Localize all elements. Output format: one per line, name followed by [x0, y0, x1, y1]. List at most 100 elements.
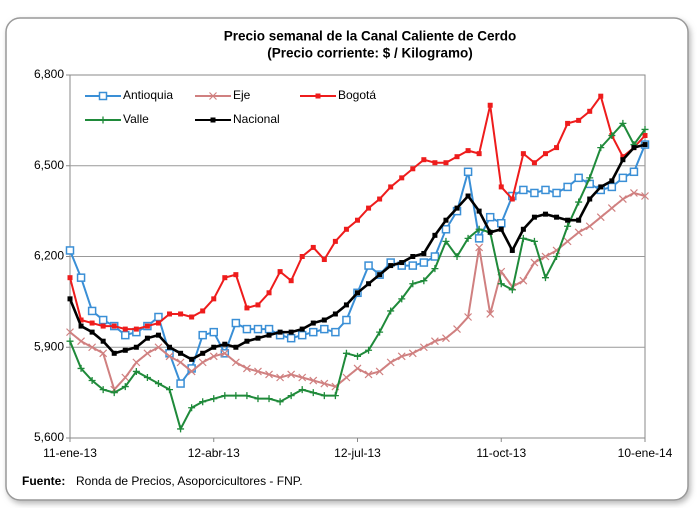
marker — [608, 132, 616, 139]
marker — [133, 326, 139, 332]
marker — [132, 358, 141, 367]
marker — [221, 392, 229, 400]
marker — [432, 160, 438, 166]
marker — [78, 317, 84, 323]
marker — [607, 182, 617, 192]
marker — [552, 188, 561, 198]
marker — [266, 332, 272, 338]
marker — [530, 188, 539, 198]
marker — [122, 326, 128, 332]
marker — [287, 370, 296, 379]
marker — [487, 102, 493, 108]
marker — [475, 225, 483, 233]
marker — [265, 395, 273, 403]
marker — [430, 252, 440, 261]
marker — [353, 364, 362, 373]
marker — [66, 337, 74, 345]
legend-label: Valle — [123, 112, 149, 126]
marker — [87, 306, 97, 316]
marker — [277, 329, 283, 335]
marker — [266, 290, 272, 296]
marker — [154, 343, 163, 352]
marker — [366, 205, 372, 211]
marker — [198, 330, 207, 340]
legend-label: Antioquia — [123, 88, 173, 102]
marker — [364, 370, 373, 379]
marker — [255, 335, 261, 341]
marker — [631, 145, 637, 151]
marker — [354, 352, 361, 360]
marker — [465, 148, 471, 154]
marker — [432, 232, 438, 238]
marker — [596, 213, 605, 222]
marker — [343, 226, 349, 232]
marker — [76, 273, 86, 282]
marker — [508, 286, 516, 294]
marker — [100, 338, 106, 344]
marker — [453, 325, 461, 334]
marker — [178, 350, 184, 356]
x-tick-label: 11-ene-13 — [43, 446, 97, 460]
marker — [541, 252, 550, 261]
x-tick-label: 11-oct-13 — [476, 446, 526, 460]
marker — [443, 217, 449, 223]
marker — [476, 151, 482, 157]
marker — [98, 91, 108, 101]
marker — [542, 211, 548, 217]
marker — [144, 335, 150, 341]
marker — [286, 333, 296, 343]
marker — [154, 312, 163, 322]
marker — [276, 373, 285, 382]
marker — [121, 373, 130, 382]
marker — [188, 404, 196, 412]
marker — [541, 185, 550, 195]
marker — [642, 133, 648, 138]
marker — [585, 222, 594, 231]
marker — [365, 346, 373, 354]
marker — [509, 196, 515, 202]
legend-label: Bogotá — [338, 88, 376, 102]
marker — [321, 317, 327, 323]
marker — [143, 349, 152, 358]
marker — [519, 276, 528, 285]
marker — [399, 260, 405, 266]
marker — [321, 257, 327, 263]
marker — [276, 398, 284, 406]
marker — [563, 237, 572, 246]
chart-title: Precio semanal de la Canal Caliente de C… — [224, 29, 517, 44]
marker — [189, 314, 195, 320]
marker — [463, 167, 473, 177]
marker — [575, 198, 583, 206]
marker — [388, 184, 394, 190]
marker — [587, 196, 593, 202]
marker — [607, 204, 616, 213]
marker — [78, 323, 84, 329]
marker — [310, 244, 316, 250]
marker — [133, 344, 139, 350]
marker — [476, 208, 482, 214]
marker — [253, 324, 263, 334]
marker — [233, 272, 239, 278]
marker — [209, 352, 218, 361]
marker — [519, 234, 527, 242]
marker — [421, 157, 427, 163]
marker — [454, 154, 460, 160]
marker — [386, 358, 395, 367]
marker — [332, 238, 338, 244]
marker — [587, 108, 593, 114]
marker — [155, 332, 161, 338]
marker — [441, 225, 451, 234]
marker — [530, 237, 538, 245]
marker — [397, 352, 406, 361]
x-tick-label: 10-ene-14 — [618, 446, 673, 460]
marker — [242, 324, 252, 334]
marker — [619, 119, 627, 127]
marker — [464, 313, 473, 321]
marker — [485, 212, 495, 222]
marker — [310, 320, 316, 326]
marker — [277, 269, 283, 275]
marker — [576, 117, 582, 123]
marker — [530, 258, 539, 267]
marker — [320, 324, 329, 334]
marker — [242, 364, 251, 373]
